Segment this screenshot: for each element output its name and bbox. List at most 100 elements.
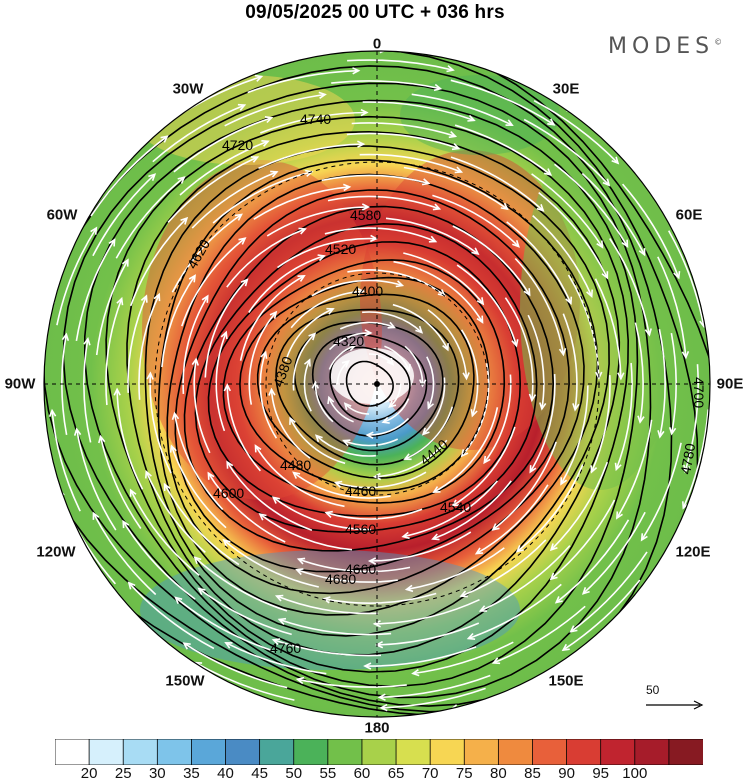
streamline-arrowhead — [549, 572, 558, 581]
streamline — [581, 172, 646, 256]
streamline — [296, 568, 398, 583]
colorbar-swatch — [327, 739, 363, 765]
streamline — [145, 471, 206, 554]
colorbar-tick-label: 90 — [558, 765, 575, 782]
streamline-arrowhead — [318, 91, 327, 99]
streamline-arrowhead — [270, 170, 279, 178]
streamline-arrowhead — [536, 204, 545, 212]
streamline-arrowhead — [365, 431, 374, 439]
streamline — [450, 79, 555, 126]
streamline-arrowhead — [348, 344, 357, 352]
streamline-arrowhead — [326, 307, 335, 315]
contour-line — [345, 360, 394, 407]
longitude-label-120w: 120W — [36, 543, 76, 561]
colorbar-tick-label: 30 — [148, 765, 166, 782]
streamline-arrowhead — [432, 203, 442, 211]
streamline-arrowhead — [467, 114, 476, 122]
streamline — [554, 163, 629, 247]
streamline — [226, 461, 313, 531]
streamline — [277, 237, 377, 269]
contour-line — [166, 173, 585, 595]
streamline — [362, 311, 423, 334]
streamline — [562, 313, 578, 410]
colorbar-swatch — [293, 739, 329, 765]
streamline — [253, 186, 350, 220]
streamline-arrowhead — [295, 568, 304, 576]
streamline-arrowhead — [474, 547, 484, 555]
streamline — [382, 398, 410, 423]
colorbar-swatch — [225, 739, 261, 765]
streamline — [193, 358, 211, 454]
streamline — [347, 269, 445, 297]
streamline-arrowhead — [505, 119, 514, 127]
colorbar-tick-label: 45 — [251, 765, 268, 782]
streamline-arrowhead — [451, 499, 460, 507]
streamline — [195, 662, 295, 701]
streamline — [367, 417, 410, 436]
streamline — [204, 279, 248, 378]
streamline-arrowhead — [621, 608, 630, 617]
colorbar-tick-label: 95 — [592, 765, 610, 782]
streamline-arrowhead — [356, 287, 366, 296]
streamline-arrowhead — [90, 226, 98, 235]
streamline-arrowhead — [411, 669, 420, 677]
streamline-arrowhead — [428, 235, 438, 243]
streamline-arrowhead — [224, 641, 233, 649]
streamline-arrowhead — [529, 465, 537, 474]
streamline — [468, 583, 562, 640]
streamline — [452, 426, 516, 507]
streamline-arrowhead — [317, 254, 326, 262]
streamline-arrowhead — [289, 416, 296, 425]
streamline — [248, 255, 325, 313]
contour-label: 4780 — [677, 442, 698, 476]
colorbar-swatch — [259, 739, 295, 765]
streamline-arrowhead — [92, 511, 100, 520]
wind-reference-arrow — [646, 700, 704, 710]
contour-label: 4680 — [325, 571, 356, 587]
streamline — [321, 174, 429, 185]
streamline — [171, 213, 242, 293]
streamline-arrowhead — [292, 471, 301, 479]
streamline — [594, 278, 622, 379]
streamline-arrowhead — [129, 488, 137, 497]
streamline — [303, 359, 312, 412]
streamline-arrowhead — [254, 444, 262, 453]
streamline-arrowhead — [462, 372, 470, 381]
streamline — [426, 356, 435, 409]
streamline-arrowhead — [381, 416, 390, 424]
streamline-arrowhead — [539, 402, 547, 411]
streamline — [538, 191, 609, 279]
streamline-arrowhead — [558, 347, 567, 357]
streamline — [379, 674, 491, 699]
streamline-arrowhead — [108, 238, 116, 247]
contour-label: 4520 — [325, 241, 356, 257]
colorbar-tick-label: 65 — [387, 765, 405, 782]
streamline — [129, 217, 188, 307]
streamline — [198, 587, 292, 636]
streamline-arrowhead — [250, 156, 260, 163]
streamline-arrowhead — [169, 444, 177, 453]
streamline — [460, 329, 479, 417]
streamline-arrowhead — [448, 131, 458, 139]
streamline — [129, 489, 200, 577]
contour-line — [329, 346, 411, 422]
pole-marker — [374, 381, 380, 387]
streamline — [226, 384, 262, 472]
streamline-arrowhead — [471, 247, 480, 256]
streamline-arrowhead — [569, 625, 578, 633]
streamline-arrowhead — [403, 453, 412, 461]
streamline — [450, 156, 544, 212]
streamline-arrowhead — [657, 430, 665, 439]
streamline-arrowhead — [372, 472, 382, 481]
streamline-arrowhead — [442, 343, 449, 352]
streamline-arrowhead — [83, 337, 91, 346]
colorbar-tick-label: 70 — [421, 765, 439, 782]
graticule — [44, 51, 710, 717]
longitude-label-30w: 30W — [172, 80, 204, 98]
streamline-arrowhead — [712, 441, 718, 447]
streamline — [311, 279, 403, 297]
streamline — [658, 329, 666, 437]
streamline — [493, 605, 586, 664]
colorbar-swatch — [395, 739, 432, 765]
streamline-arrowhead — [386, 357, 395, 366]
